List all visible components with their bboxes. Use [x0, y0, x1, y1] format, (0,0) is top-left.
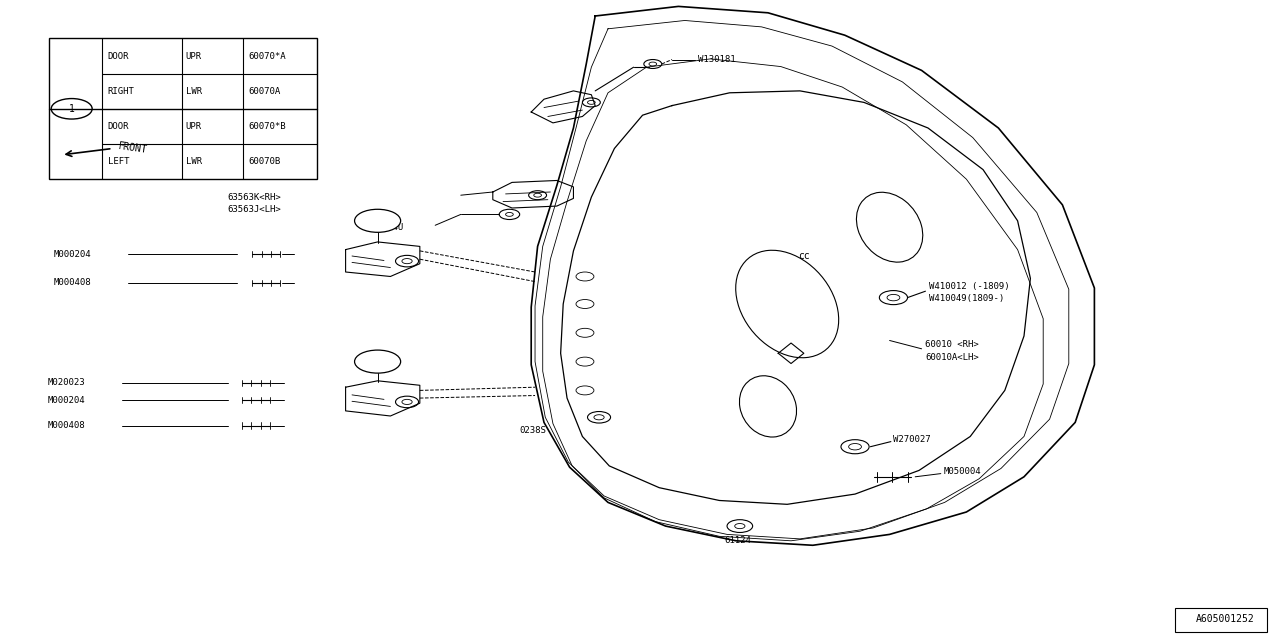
Text: 63563J<LH>: 63563J<LH>	[228, 205, 282, 214]
Circle shape	[355, 350, 401, 373]
Text: W410012 (-1809): W410012 (-1809)	[929, 282, 1010, 291]
Text: 0238S: 0238S	[520, 426, 547, 435]
Text: LWR: LWR	[186, 86, 202, 96]
Text: M050004: M050004	[943, 467, 980, 476]
Text: 61124: 61124	[724, 536, 751, 545]
Bar	[49, 38, 317, 179]
Text: 1: 1	[375, 216, 380, 226]
Text: 1: 1	[69, 104, 74, 114]
Text: UPR: UPR	[186, 122, 202, 131]
Text: UPR: UPR	[186, 51, 202, 61]
Text: W270027: W270027	[893, 435, 931, 444]
Text: W130181: W130181	[698, 55, 735, 64]
Bar	[1175, 608, 1267, 632]
Text: DOOR: DOOR	[108, 51, 129, 61]
Text: W410049(1809-): W410049(1809-)	[929, 294, 1005, 303]
Text: cc: cc	[797, 251, 810, 261]
Text: 63563K<RH>: 63563K<RH>	[228, 193, 282, 202]
Text: 60010A<LH>: 60010A<LH>	[925, 353, 979, 362]
Text: M000204: M000204	[47, 396, 84, 404]
Text: RIGHT: RIGHT	[108, 86, 134, 96]
Text: 60070A: 60070A	[248, 86, 280, 96]
Text: 91084U: 91084U	[371, 223, 403, 232]
Text: LWR: LWR	[186, 157, 202, 166]
Text: DOOR: DOOR	[108, 122, 129, 131]
Circle shape	[355, 209, 401, 232]
Text: M000408: M000408	[47, 421, 84, 430]
Text: 60070*B: 60070*B	[248, 122, 285, 131]
Text: 1: 1	[375, 356, 380, 367]
Text: 60070B: 60070B	[248, 157, 280, 166]
Text: LEFT: LEFT	[108, 157, 129, 166]
Text: M020023: M020023	[47, 378, 84, 387]
Text: 60070*A: 60070*A	[248, 51, 285, 61]
Text: A605001252: A605001252	[1196, 614, 1254, 624]
Text: M000204: M000204	[54, 250, 91, 259]
Text: 60010 <RH>: 60010 <RH>	[925, 340, 979, 349]
Text: M000408: M000408	[54, 278, 91, 287]
Text: FRONT: FRONT	[118, 141, 148, 156]
